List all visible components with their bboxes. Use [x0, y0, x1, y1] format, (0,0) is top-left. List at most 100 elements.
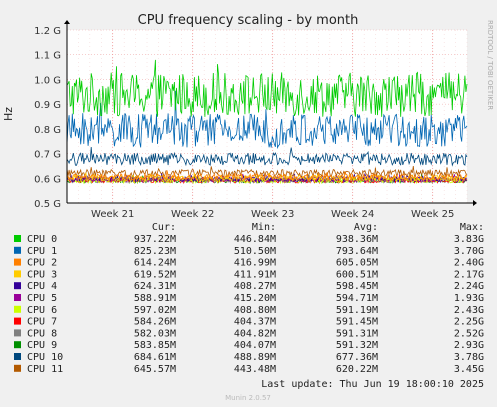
legend-column-header: Cur:: [152, 222, 176, 233]
legend-value: 619.52M: [134, 269, 176, 280]
series-line-cpu-0: [66, 59, 468, 117]
legend-value: 404.07M: [234, 340, 276, 351]
legend-series-name: CPU 9: [27, 340, 57, 351]
legend-swatch-icon: [14, 364, 21, 372]
y-tick-label: 0.7 G: [34, 150, 61, 161]
legend-value: 2.40G: [454, 258, 484, 269]
legend-value: 591.45M: [336, 317, 378, 328]
legend-series-name: CPU 2: [27, 258, 57, 269]
legend-value: 443.48M: [234, 364, 276, 375]
legend-value: 2.25G: [454, 317, 484, 328]
legend-column-header: Avg:: [354, 222, 378, 233]
y-tick-label: 1.0 G: [34, 75, 61, 86]
y-tick-label: 0.9 G: [34, 100, 61, 111]
legend-swatch-icon: [14, 317, 21, 325]
y-tick-label: 0.5 G: [34, 199, 61, 210]
y-axis-arrow-icon: [64, 20, 70, 24]
legend-swatch-icon: [14, 353, 21, 360]
legend-series-name: CPU 3: [27, 269, 57, 280]
x-axis-arrow-icon: [473, 200, 477, 206]
series-line-cpu-11: [66, 165, 468, 179]
legend-value: 677.36M: [336, 352, 378, 363]
legend-value: 2.52G: [454, 328, 484, 339]
legend-value: 3.83G: [454, 234, 484, 245]
legend-swatch-icon: [14, 270, 21, 278]
x-tick-label: Week 23: [251, 209, 294, 220]
legend-value: 1.93G: [454, 293, 484, 304]
chart-title: CPU frequency scaling - by month: [138, 13, 359, 28]
legend-value: 605.05M: [336, 258, 378, 269]
legend-value: 408.27M: [234, 281, 276, 292]
legend-swatch-icon: [14, 246, 21, 254]
series-line-cpu-2: [66, 170, 468, 182]
legend-value: 825.23M: [134, 246, 176, 257]
legend-value: 620.22M: [336, 364, 378, 375]
legend: Cur: Min: Avg: Max: CPU 0 937.22M 446.84M 938.3…: [14, 222, 484, 375]
legend-value: 411.91M: [234, 269, 276, 280]
legend-value: 488.89M: [234, 352, 276, 363]
legend-swatch-icon: [14, 329, 21, 337]
legend-value: 624.31M: [134, 281, 176, 292]
legend-series-name: CPU 0: [27, 234, 57, 245]
legend-value: 584.26M: [134, 317, 176, 328]
legend-value: 2.24G: [454, 281, 484, 292]
y-tick-label: 0.8 G: [34, 125, 61, 136]
series-line-cpu-3: [66, 172, 468, 183]
legend-series-name: CPU 8: [27, 328, 57, 339]
legend-value: 591.32M: [336, 340, 378, 351]
y-tick-label: 0.6 G: [34, 174, 61, 185]
legend-value: 588.91M: [134, 293, 176, 304]
legend-value: 415.20M: [234, 293, 276, 304]
legend-value: 600.51M: [336, 269, 378, 280]
legend-value: 793.64M: [336, 246, 378, 257]
legend-value: 3.78G: [454, 352, 484, 363]
legend-value: 591.19M: [336, 305, 378, 316]
legend-value: 582.03M: [134, 328, 176, 339]
legend-swatch-icon: [14, 294, 21, 301]
legend-value: 614.24M: [134, 258, 176, 269]
legend-value: 937.22M: [134, 234, 176, 245]
y-axis-label: Hz: [2, 107, 15, 121]
legend-column-header: Min:: [252, 222, 276, 233]
legend-value: 510.50M: [234, 246, 276, 257]
legend-value: 2.17G: [454, 269, 484, 280]
legend-value: 404.82M: [234, 328, 276, 339]
legend-value: 597.02M: [134, 305, 176, 316]
legend-series-name: CPU 5: [27, 293, 57, 304]
legend-value: 938.36M: [336, 234, 378, 245]
x-tick-label: Week 24: [331, 209, 374, 220]
last-update: Last update: Thu Jun 19 18:00:10 2025: [261, 379, 484, 390]
legend-swatch-icon: [14, 258, 21, 266]
x-tick-label: Week 21: [91, 209, 134, 220]
legend-series-name: CPU 7: [27, 317, 57, 328]
legend-value: 3.70G: [454, 246, 484, 257]
series-line-cpu-10: [66, 146, 468, 167]
legend-series-name: CPU 11: [27, 364, 63, 375]
legend-value: 594.71M: [336, 293, 378, 304]
legend-swatch-icon: [14, 282, 21, 290]
legend-column-header: Max:: [460, 222, 484, 233]
legend-value: 583.85M: [134, 340, 176, 351]
legend-swatch-icon: [14, 341, 21, 349]
legend-value: 645.57M: [134, 364, 176, 375]
legend-series-name: CPU 4: [27, 281, 57, 292]
x-tick-label: Week 25: [411, 209, 454, 220]
legend-value: 404.37M: [234, 317, 276, 328]
legend-series-name: CPU 1: [27, 246, 57, 257]
series-line-cpu-1: [66, 90, 468, 150]
legend-value: 598.45M: [336, 281, 378, 292]
legend-value: 408.80M: [234, 305, 276, 316]
legend-series-name: CPU 6: [27, 305, 57, 316]
y-tick-label: 1.2 G: [34, 26, 61, 37]
rrdtool-watermark: RRDTOOL / TOBI OETIKER: [486, 20, 494, 110]
legend-value: 2.93G: [454, 340, 484, 351]
munin-version: Munin 2.0.57: [225, 394, 271, 402]
x-tick-label: Week 22: [171, 209, 214, 220]
legend-value: 684.61M: [134, 352, 176, 363]
axis-layer: 0.5 G 0.6 G 0.7 G 0.8 G 0.9 G 1.0 G 1.1 G 1.2 G…: [34, 20, 477, 220]
legend-value: 591.31M: [336, 328, 378, 339]
series-line-cpu-6: [66, 176, 468, 185]
legend-value: 2.43G: [454, 305, 484, 316]
legend-swatch-icon: [14, 235, 21, 242]
